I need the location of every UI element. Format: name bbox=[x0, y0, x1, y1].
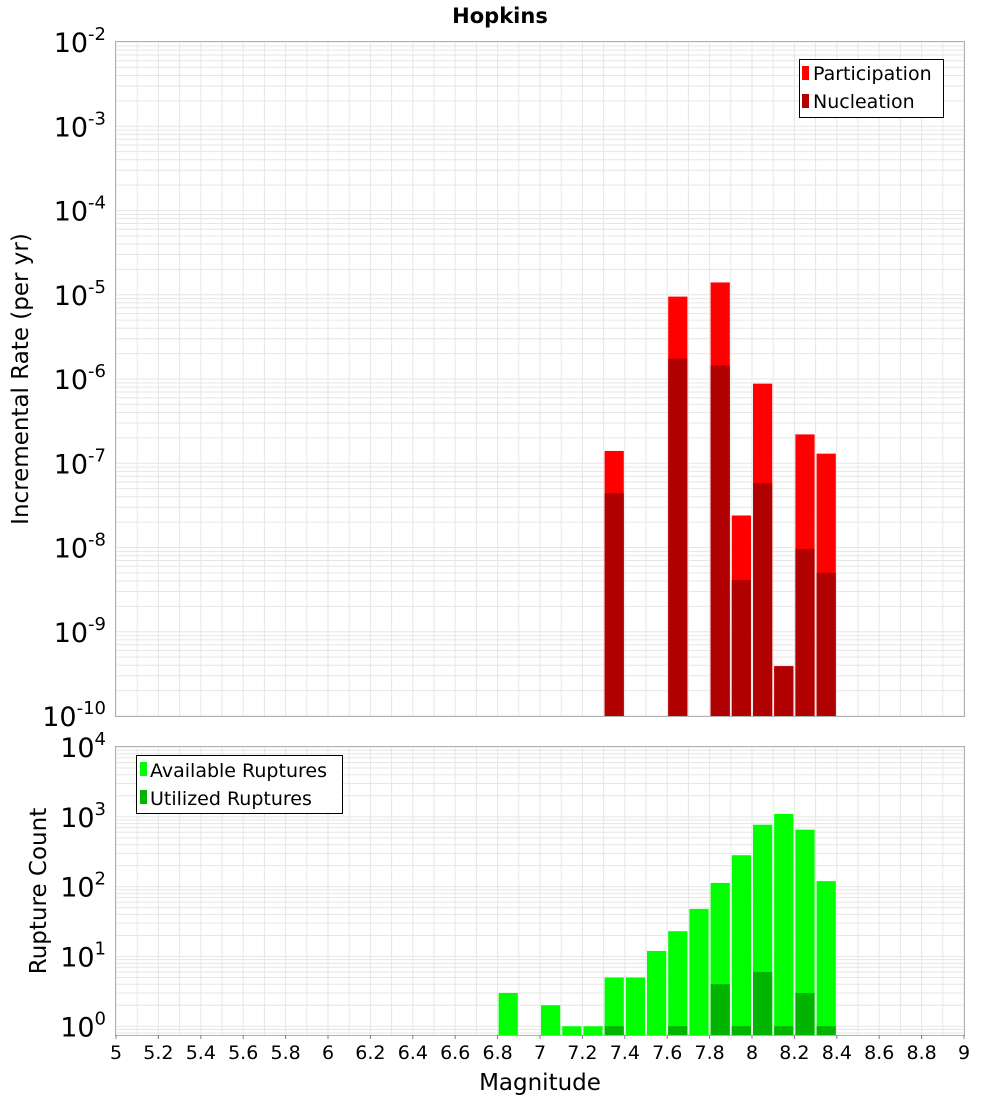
available-ruptures-bar bbox=[774, 813, 794, 1035]
x-tick-label: 6.6 bbox=[440, 1042, 470, 1064]
x-tick-label: 7.8 bbox=[694, 1042, 724, 1064]
available-ruptures-legend-label: Available Ruptures bbox=[150, 760, 327, 782]
x-tick-label: 5.6 bbox=[228, 1042, 258, 1064]
utilized-ruptures-bar bbox=[604, 1026, 624, 1035]
x-tick-label: 6.2 bbox=[355, 1042, 385, 1064]
top-plot-frame bbox=[115, 41, 965, 717]
utilized-ruptures-legend-label: Utilized Ruptures bbox=[150, 788, 312, 810]
top-plot: 10-10 10-9 10-8 10-7 10-6 10-5 10-4 10-3 10-2 In… bbox=[8, 24, 965, 733]
top-legend-box bbox=[799, 59, 944, 118]
available-ruptures-legend-swatch bbox=[140, 762, 147, 776]
utilized-ruptures-bar bbox=[668, 1026, 688, 1035]
x-tick-label: 5 bbox=[110, 1042, 122, 1064]
y-tick-label: 10-7 bbox=[54, 445, 106, 480]
x-tick-label: 8.6 bbox=[864, 1042, 894, 1064]
available-ruptures-bar bbox=[541, 1005, 561, 1035]
x-tick-label: 5.8 bbox=[270, 1042, 300, 1064]
x-tick-label: 7.2 bbox=[567, 1042, 597, 1064]
nucleation-bar bbox=[753, 483, 773, 716]
available-ruptures-bar bbox=[498, 992, 518, 1035]
nucleation-legend-swatch bbox=[802, 94, 809, 108]
x-tick-label: 5.4 bbox=[186, 1042, 216, 1064]
x-tick-label: 7 bbox=[534, 1042, 546, 1064]
available-ruptures-bar bbox=[625, 977, 645, 1035]
y-tick-label: 10-8 bbox=[54, 530, 106, 565]
utilized-ruptures-bar bbox=[710, 984, 730, 1035]
y-tick-label: 10-4 bbox=[54, 193, 106, 228]
chart-title: Hopkins bbox=[452, 4, 548, 28]
bottom-legend: Available Ruptures Utilized Ruptures bbox=[136, 755, 343, 814]
x-axis-title: Magnitude bbox=[479, 1070, 601, 1096]
y-tick-label: 10-2 bbox=[54, 24, 106, 59]
nucleation-bar bbox=[774, 666, 794, 716]
participation-legend-label: Participation bbox=[813, 63, 932, 85]
y-tick-label: 10-10 bbox=[42, 698, 106, 733]
utilized-ruptures-bar bbox=[753, 971, 773, 1035]
top-gridlines bbox=[115, 41, 965, 717]
bottom-legend-box bbox=[136, 755, 343, 814]
nucleation-bar bbox=[795, 548, 815, 716]
y-tick-label: 102 bbox=[60, 869, 106, 904]
available-ruptures-bar bbox=[731, 855, 751, 1035]
top-y-axis-title: Incremental Rate (per yr) bbox=[8, 233, 34, 525]
x-tick-label: 6 bbox=[322, 1042, 334, 1064]
bottom-y-tick-labels: 100 101 102 103 104 bbox=[60, 729, 106, 1043]
y-tick-label: 100 bbox=[60, 1008, 106, 1043]
x-tick-label: 7.6 bbox=[652, 1042, 682, 1064]
participation-legend-swatch bbox=[802, 66, 809, 80]
y-tick-label: 10-6 bbox=[54, 361, 106, 396]
y-tick-label: 101 bbox=[60, 938, 106, 973]
x-tick-label: 9 bbox=[958, 1042, 970, 1064]
nucleation-bar bbox=[731, 580, 751, 716]
utilized-ruptures-bar bbox=[731, 1026, 751, 1035]
utilized-ruptures-bar bbox=[774, 1026, 794, 1035]
x-tick-label: 8 bbox=[746, 1042, 758, 1064]
x-tick-label: 8.8 bbox=[906, 1042, 936, 1064]
utilized-ruptures-bar bbox=[816, 1026, 836, 1035]
y-tick-label: 103 bbox=[60, 799, 106, 834]
bottom-plot: 100 101 102 103 104 5 5.2 5.4 5.6 5.8 6 6.2 6.4 6.6 6… bbox=[26, 729, 970, 1096]
x-tick-label: 8.2 bbox=[779, 1042, 809, 1064]
x-tick-label: 6.8 bbox=[482, 1042, 512, 1064]
y-tick-label: 104 bbox=[60, 729, 106, 764]
x-tick-label: 5.2 bbox=[143, 1042, 173, 1064]
bottom-y-axis-title: Rupture Count bbox=[26, 808, 52, 974]
top-legend: Participation Nucleation bbox=[799, 59, 944, 118]
available-ruptures-bar bbox=[795, 829, 815, 1035]
nucleation-bar bbox=[604, 493, 624, 716]
available-ruptures-bar bbox=[647, 950, 667, 1035]
nucleation-bar bbox=[816, 572, 836, 716]
available-ruptures-bar bbox=[583, 1026, 603, 1035]
available-ruptures-bar bbox=[604, 977, 624, 1035]
available-ruptures-bar bbox=[689, 908, 709, 1035]
available-ruptures-bar bbox=[668, 931, 688, 1035]
utilized-ruptures-legend-swatch bbox=[140, 790, 147, 804]
utilized-ruptures-bar bbox=[795, 992, 815, 1035]
y-tick-label: 10-9 bbox=[54, 614, 106, 649]
top-y-tick-labels: 10-10 10-9 10-8 10-7 10-6 10-5 10-4 10-3 10-2 bbox=[42, 24, 106, 733]
x-tick-label: 8.4 bbox=[822, 1042, 852, 1064]
available-ruptures-bar bbox=[562, 1026, 582, 1035]
available-ruptures-bar bbox=[816, 881, 836, 1035]
nucleation-bar bbox=[668, 358, 688, 716]
bottom-bars bbox=[498, 813, 836, 1035]
x-tick-labels: 5 5.2 5.4 5.6 5.8 6 6.2 6.4 6.6 6.8 7 7.2 7.4 7.6 7.8 8… bbox=[110, 1035, 970, 1064]
top-bars bbox=[604, 282, 836, 716]
x-tick-label: 7.4 bbox=[610, 1042, 640, 1064]
x-tick-label: 6.4 bbox=[398, 1042, 428, 1064]
nucleation-bar bbox=[710, 365, 730, 716]
nucleation-legend-label: Nucleation bbox=[813, 91, 915, 113]
y-tick-label: 10-5 bbox=[54, 277, 106, 312]
y-tick-label: 10-3 bbox=[54, 108, 106, 143]
